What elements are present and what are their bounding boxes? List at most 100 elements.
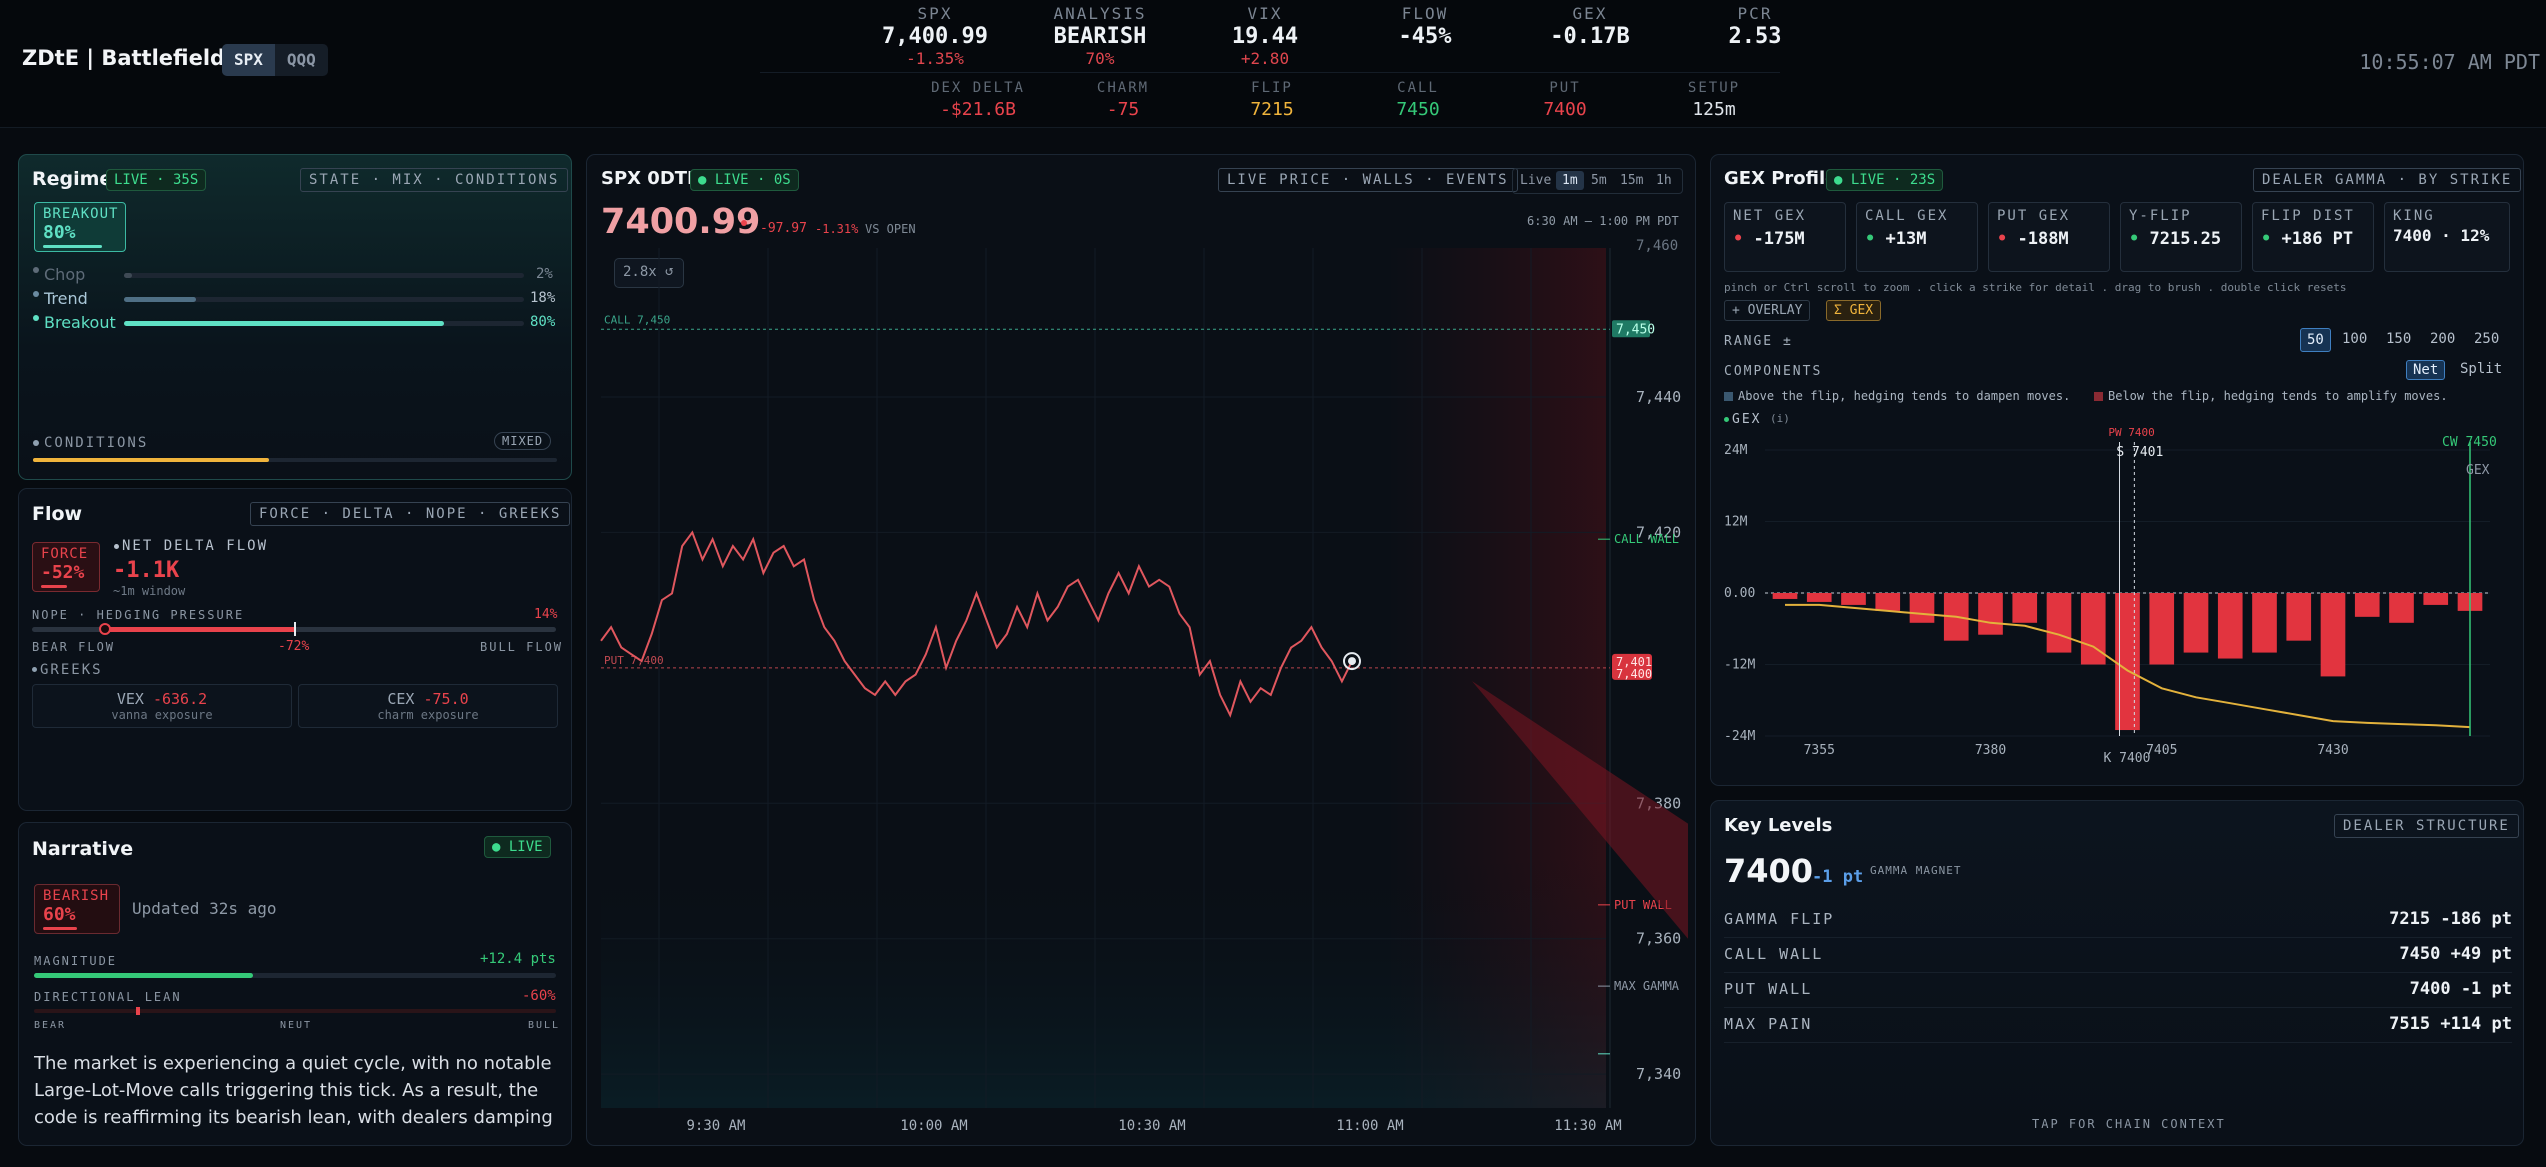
- key-levels-title: Key Levels: [1724, 815, 1833, 836]
- king-marker: K 7400: [2104, 751, 2151, 766]
- conditions-badge: MIXED: [494, 432, 552, 450]
- flow-tag[interactable]: FORCE · DELTA · NOPE · GREEKS: [250, 502, 571, 526]
- gex-bar: [2046, 593, 2072, 653]
- bear-flow-label: BEAR FLOW: [32, 640, 116, 654]
- timeframe-live[interactable]: Live: [1520, 173, 1552, 188]
- gex-bar: [2149, 593, 2175, 665]
- gex-bar: [1772, 593, 1798, 599]
- regime-live-badge: LIVE · 35S: [106, 169, 207, 191]
- chain-context-link[interactable]: TAP FOR CHAIN CONTEXT: [2032, 1117, 2226, 1131]
- sum-gex-button[interactable]: Σ GEX: [1826, 300, 1882, 321]
- brand-menu[interactable]: ZDtE | Battlefield⌄: [22, 46, 240, 70]
- x-tick-label: 7355: [1804, 743, 1835, 758]
- ndf-label: NET DELTA FLOW: [122, 538, 269, 554]
- split-button[interactable]: Split: [2460, 361, 2503, 377]
- timeframe-1h[interactable]: 1h: [1656, 173, 1672, 188]
- stat-analysis-confidence: 70%: [1085, 49, 1115, 68]
- gex-bar: [1978, 593, 2003, 635]
- gamma-magnet-delta: -1 pt: [1812, 867, 1864, 887]
- y-tick-label: -12M: [1724, 658, 1755, 673]
- cex-card[interactable]: CEX -75.0 charm exposure: [298, 684, 558, 728]
- x-tick-label: 11:00 AM: [1336, 1118, 1403, 1134]
- gex-title: GEX Profile: [1724, 168, 1838, 189]
- gamma-magnet-label: GAMMA MAGNET: [1870, 864, 1962, 877]
- key-levels-tag[interactable]: DEALER STRUCTURE: [2334, 814, 2519, 838]
- y-tick-label: 0.00: [1724, 586, 1755, 601]
- gex-live-badge: ● LIVE · 23S: [1826, 169, 1944, 191]
- price-chart-tag[interactable]: LIVE PRICE · WALLS · EVENTS: [1218, 168, 1518, 192]
- zoom-reset-button[interactable]: 2.8x ↺: [614, 258, 684, 288]
- gex-bar: [2183, 593, 2209, 653]
- gex-bar: [2012, 593, 2038, 623]
- flow-title: Flow: [32, 503, 83, 525]
- x-tick-label: 7380: [1975, 743, 2006, 758]
- timeframe-15m[interactable]: 15m: [1620, 173, 1644, 188]
- regime-state-badge: BREAKOUT 80%: [34, 202, 126, 252]
- gex-card-king: KING 7400 · 12%: [2384, 202, 2510, 272]
- ndf-value: -1.1K: [113, 558, 180, 583]
- regime-title: Regime: [32, 168, 113, 190]
- price-tag-text: 7,400: [1616, 667, 1652, 681]
- magnitude-label: MAGNITUDE: [34, 954, 118, 968]
- key-level-row[interactable]: PUT WALL 7400 -1 pt: [1724, 974, 2512, 1008]
- stat-analysis-value: BEARISH: [1053, 24, 1147, 49]
- projection-cone: [1472, 681, 1688, 939]
- x-tick-label: 7430: [2317, 743, 2348, 758]
- key-level-row[interactable]: GAMMA FLIP 7215 -186 pt: [1724, 904, 2512, 938]
- key-level-row[interactable]: CALL WALL 7450 +49 pt: [1724, 939, 2512, 973]
- spot-marker: S 7401: [2116, 445, 2163, 460]
- regime-breakout-label: Breakout: [44, 313, 116, 332]
- gex-card-call: CALL GEX • +13M: [1856, 202, 1978, 272]
- gex-bar: [2389, 593, 2414, 623]
- stat-spx-value: 7,400.99: [882, 24, 988, 49]
- stat-vix-change: +2.80: [1240, 49, 1290, 68]
- conditions-label: CONDITIONS: [44, 435, 149, 451]
- put-wall-marker: PW 7400: [2108, 426, 2154, 439]
- y-tick-label: -24M: [1724, 729, 1755, 744]
- range-50[interactable]: 50: [2300, 328, 2331, 352]
- key-level-row[interactable]: MAX PAIN 7515 +114 pt: [1724, 1009, 2512, 1043]
- y-tick-label: 7,440: [1636, 388, 1681, 406]
- range-150[interactable]: 150: [2386, 331, 2412, 347]
- price-tag: [1612, 653, 1652, 680]
- y-tick-label: 7,340: [1636, 1065, 1681, 1083]
- y-tick-label: 12M: [1724, 515, 1748, 530]
- symbol-qqq[interactable]: QQQ: [286, 50, 316, 69]
- gex-card-flip-dist: FLIP DIST • +186 PT: [2252, 202, 2374, 272]
- stat-dex-delta: DEX DELTA -$21.6B: [931, 80, 1025, 120]
- timeframe-1m[interactable]: 1m: [1556, 171, 1584, 190]
- stat-pcr-value: 2.53: [1728, 24, 1782, 49]
- components-label: COMPONENTS: [1724, 364, 1823, 379]
- regime-tag[interactable]: STATE · MIX · CONDITIONS: [300, 168, 569, 192]
- narrative-panel: [18, 822, 572, 1146]
- range-100[interactable]: 100: [2342, 331, 2368, 347]
- gex-bar: [1841, 593, 1866, 605]
- x-tick-label: 10:30 AM: [1118, 1118, 1185, 1134]
- info-icon[interactable]: (i): [1770, 412, 1790, 425]
- call-wall-label: CALL WALL: [1614, 532, 1679, 546]
- gex-bar: [2252, 593, 2277, 653]
- net-button[interactable]: Net: [2406, 360, 2446, 380]
- gex-bar: [2217, 593, 2243, 659]
- symbol-spx[interactable]: SPX: [222, 44, 275, 76]
- gex-chart[interactable]: 24M 12M 0.00 -12M -24M PW 7400 S 7401 CW 7450 GE…: [1710, 154, 2524, 786]
- lean-label: DIRECTIONAL LEAN: [34, 990, 182, 1004]
- vex-card[interactable]: VEX -636.2 vanna exposure: [32, 684, 292, 728]
- gex-tag[interactable]: DEALER GAMMA · BY STRIKE: [2253, 168, 2522, 192]
- overlay-button[interactable]: + OVERLAY: [1724, 300, 1811, 321]
- stat-flip: FLIP 7215: [1250, 80, 1294, 120]
- range-200[interactable]: 200: [2430, 331, 2456, 347]
- y-tick-label: 24M: [1724, 443, 1748, 458]
- x-tick-label: 11:30 AM: [1554, 1118, 1621, 1134]
- range-250[interactable]: 250: [2474, 331, 2500, 347]
- narrative-title: Narrative: [32, 838, 134, 860]
- greeks-label: GREEKS: [40, 662, 103, 678]
- regime-chop-label: Chop: [44, 265, 86, 284]
- timeframe-5m[interactable]: 5m: [1591, 173, 1607, 188]
- stat-call: CALL 7450: [1396, 80, 1440, 120]
- narrative-badge: BEARISH 60%: [34, 884, 120, 934]
- price-change: -97.97: [760, 221, 807, 236]
- gex-hint: pinch or Ctrl scroll to zoom . click a s…: [1724, 281, 2347, 294]
- max-gamma-label: MAX GAMMA: [1614, 979, 1680, 993]
